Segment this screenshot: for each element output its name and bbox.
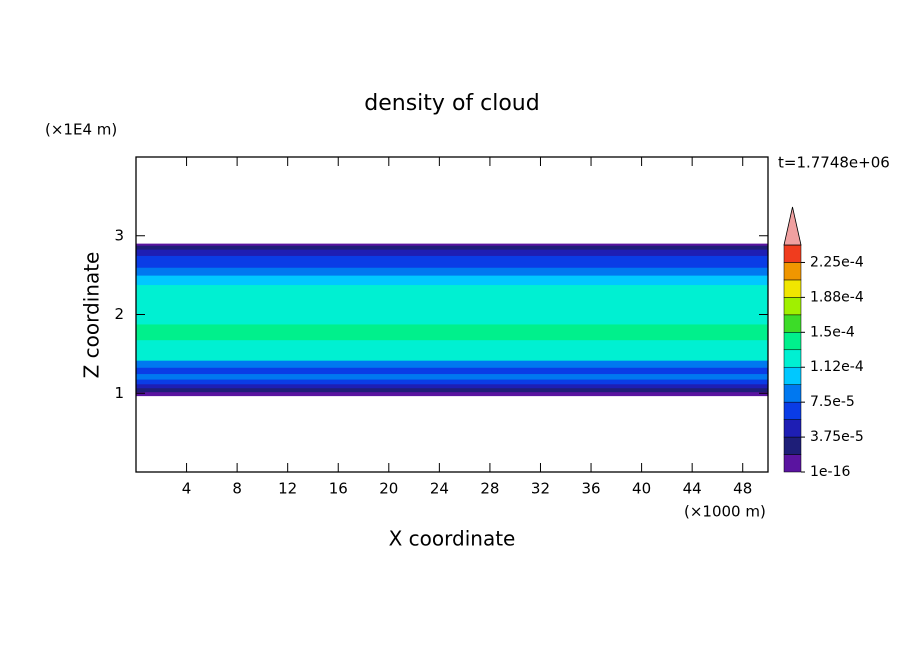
x-tick-label: 32 <box>531 480 550 498</box>
x-tick-label: 24 <box>430 480 449 498</box>
density-band <box>136 383 768 389</box>
density-band <box>136 243 768 246</box>
y-tick-label: 1 <box>114 384 124 402</box>
colorbar-label: 1.88e-4 <box>810 289 864 305</box>
colorbar-cell <box>783 332 802 351</box>
x-unit: (×1000 m) <box>684 503 766 521</box>
density-band <box>136 255 768 268</box>
x-tick-label: 8 <box>232 480 242 498</box>
colorbar-cell <box>783 262 802 281</box>
colorbar-cell <box>783 366 802 385</box>
chart-title: density of cloud <box>364 91 539 116</box>
y-unit: (×1E4 m) <box>45 121 117 139</box>
colorbar-cell <box>783 314 802 333</box>
colorbar-extension <box>783 206 802 246</box>
density-band <box>136 360 768 368</box>
x-tick-label: 28 <box>480 480 499 498</box>
colorbar-cell <box>783 279 802 298</box>
density-band <box>136 306 768 325</box>
density-band <box>136 379 768 385</box>
y-tick-label: 2 <box>114 305 124 323</box>
density-band <box>136 245 768 250</box>
colorbar-cell <box>783 297 802 316</box>
x-tick-label: 48 <box>733 480 752 498</box>
density-band <box>136 267 768 276</box>
colorbar-label: 1.5e-4 <box>810 324 855 340</box>
x-tick-label: 40 <box>632 480 651 498</box>
density-band <box>136 284 768 308</box>
colorbar-label: 1.12e-4 <box>810 359 864 375</box>
density-band <box>136 367 768 375</box>
x-tick-label: 16 <box>329 480 348 498</box>
colorbar-label: 3.75e-5 <box>810 429 864 445</box>
y-axis-label: Z coordinate <box>80 252 104 379</box>
colorbar-label: 2.25e-4 <box>810 254 864 270</box>
density-band <box>136 387 768 393</box>
colorbar-cell <box>783 244 802 263</box>
colorbar-label: 1e-16 <box>810 464 850 480</box>
x-tick-label: 12 <box>278 480 297 498</box>
density-band <box>136 339 768 347</box>
colorbar-cell <box>783 419 802 438</box>
colorbar-cell <box>783 436 802 455</box>
time-label: t=1.7748e+06 <box>778 154 890 172</box>
x-tick-label: 4 <box>182 480 192 498</box>
colorbar-cell <box>783 401 802 420</box>
density-band <box>136 346 768 361</box>
colorbar-cell <box>783 384 802 403</box>
x-axis-label: X coordinate <box>389 527 516 551</box>
x-tick-label: 44 <box>683 480 702 498</box>
density-band <box>136 391 768 397</box>
y-tick-label: 3 <box>114 226 124 244</box>
colorbar-cell <box>783 454 802 473</box>
density-band <box>136 323 768 341</box>
colorbar-label: 7.5e-5 <box>810 394 855 410</box>
x-tick-label: 20 <box>379 480 398 498</box>
x-tick-label: 36 <box>581 480 600 498</box>
density-band <box>136 373 768 380</box>
colorbar-cell <box>783 349 802 368</box>
density-band <box>136 275 768 286</box>
density-band <box>136 249 768 256</box>
